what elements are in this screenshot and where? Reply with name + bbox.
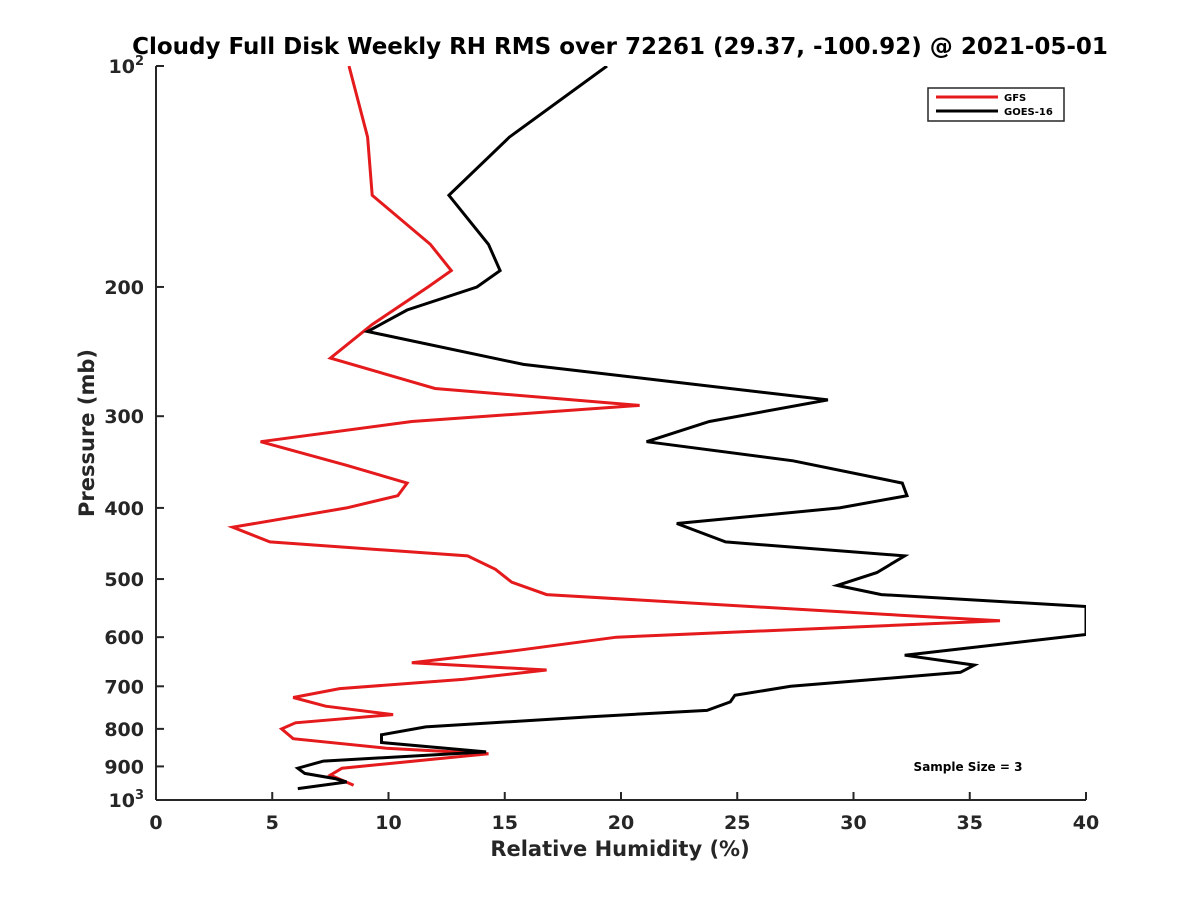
y-tick-label: 800 — [104, 719, 144, 741]
y-tick-label: 200 — [104, 277, 144, 299]
y-tick-label: 500 — [104, 569, 144, 591]
y-tick-label: 600 — [104, 627, 144, 649]
y-tick-label: 900 — [104, 756, 144, 778]
x-tick-label: 15 — [492, 812, 518, 834]
legend-box — [927, 87, 1065, 122]
x-tick-label: 40 — [1073, 812, 1099, 834]
series-layer — [227, 66, 1086, 791]
legend-label: GFS — [1004, 93, 1026, 104]
x-tick-label: 25 — [724, 812, 750, 834]
y-tick-label: 400 — [104, 498, 144, 520]
x-tick-label: 0 — [149, 812, 162, 834]
y-axis: 102 200 300 400 500 600 700 800 900 103 — [104, 54, 164, 812]
x-axis-label: Relative Humidity (%) — [490, 837, 749, 861]
x-tick-label: 20 — [608, 812, 634, 834]
y-tick-label: 700 — [104, 676, 144, 698]
x-tick-label: 5 — [266, 812, 279, 834]
legend-label: GOES-16 — [1004, 107, 1053, 118]
y-tick-label: 300 — [104, 406, 144, 428]
legend: GFS GOES-16 — [927, 87, 1065, 122]
series-line-gfs — [227, 66, 1001, 787]
sample-size-annotation: Sample Size = 3 — [914, 760, 1023, 774]
x-tick-label: 30 — [840, 812, 866, 834]
x-axis: 0 5 10 15 20 25 30 35 40 — [149, 792, 1099, 834]
x-tick-label: 10 — [375, 812, 401, 834]
x-tick-label: 35 — [957, 812, 983, 834]
chart-title: Cloudy Full Disk Weekly RH RMS over 7226… — [132, 34, 1108, 60]
y-tick-label: 102 — [109, 54, 145, 78]
y-axis-label: Pressure (mb) — [75, 349, 99, 517]
y-tick-label: 103 — [109, 788, 145, 812]
series-line-goes-16 — [294, 66, 1086, 791]
